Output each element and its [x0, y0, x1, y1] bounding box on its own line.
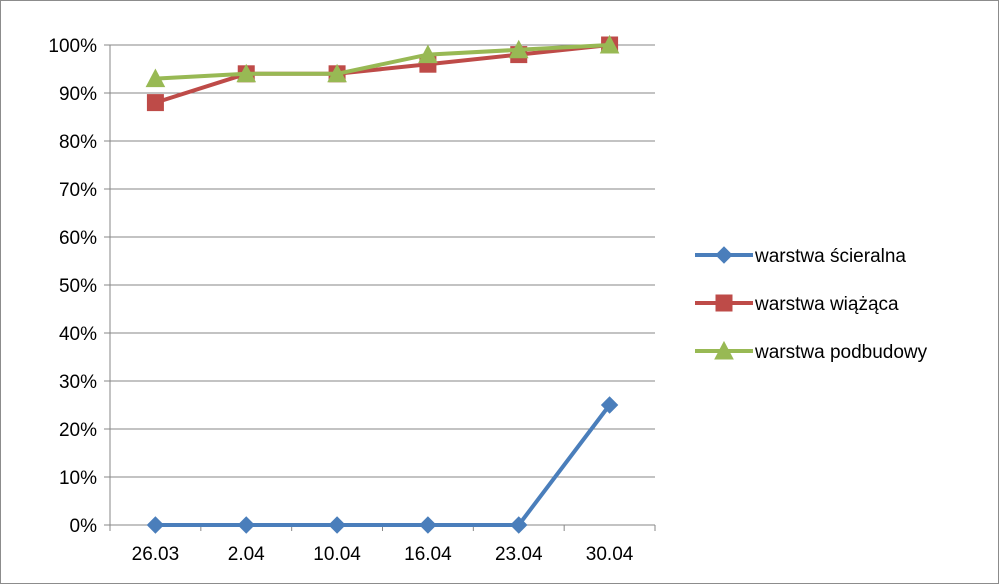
- data-point-square: [147, 95, 163, 111]
- y-tick-label: 80%: [59, 132, 97, 153]
- y-tick-label: 90%: [59, 84, 97, 105]
- legend-item: warstwa podbudowy: [695, 342, 928, 363]
- data-point-square: [716, 295, 732, 311]
- data-point-diamond: [329, 517, 345, 533]
- y-tick-label: 100%: [48, 36, 97, 57]
- x-tick-label: 10.04: [313, 544, 361, 565]
- legend-label: warstwa wiążąca: [754, 294, 899, 315]
- x-tick-label: 26.03: [132, 544, 180, 565]
- x-axis-tick-labels: 26.03 2.04 10.04 16.04 23.04 30.04: [132, 544, 634, 565]
- y-tick-label: 50%: [59, 276, 97, 297]
- legend-item: warstwa ścieralna: [695, 246, 906, 267]
- y-tick-label: 40%: [59, 324, 97, 345]
- data-point-diamond: [716, 247, 732, 263]
- legend-label: warstwa ścieralna: [754, 246, 906, 267]
- y-tick-label: 10%: [59, 468, 97, 489]
- y-tick-label: 70%: [59, 180, 97, 201]
- y-axis-tick-labels: 0% 10% 20% 30% 40% 50% 60% 70% 80% 90% 100%: [48, 36, 97, 537]
- legend-item: warstwa wiążąca: [695, 294, 899, 315]
- data-point-diamond: [147, 517, 163, 533]
- series-line: [155, 45, 609, 79]
- gridlines: [110, 45, 655, 477]
- x-tick-label: 16.04: [404, 544, 452, 565]
- axes: [104, 45, 655, 531]
- y-tick-label: 60%: [59, 228, 97, 249]
- legend-label: warstwa podbudowy: [754, 342, 928, 363]
- x-tick-label: 30.04: [586, 544, 634, 565]
- x-tick-label: 23.04: [495, 544, 543, 565]
- y-tick-label: 20%: [59, 420, 97, 441]
- series-line: [155, 405, 609, 525]
- data-point-diamond: [420, 517, 436, 533]
- legend: warstwa ścieralna warstwa wiążąca warstwa …: [695, 246, 928, 363]
- series-0: [147, 397, 617, 533]
- data-point-diamond: [238, 517, 254, 533]
- series-2: [146, 36, 618, 87]
- y-tick-label: 30%: [59, 372, 97, 393]
- x-tick-label: 2.04: [228, 544, 265, 565]
- y-tick-label: 0%: [70, 516, 98, 537]
